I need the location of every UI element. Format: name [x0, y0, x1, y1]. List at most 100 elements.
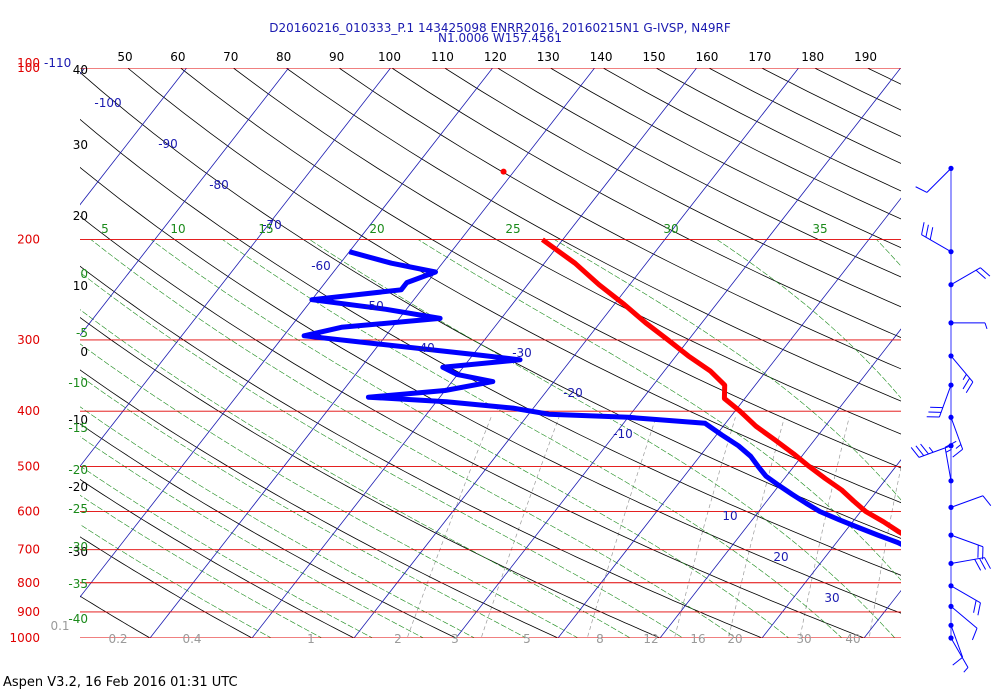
moist-adiabat-line [80, 343, 579, 638]
pressure-label: 300 [17, 333, 40, 347]
dry-adiabat-line [973, 68, 1000, 650]
dry-adiabat-line [338, 68, 901, 370]
moist-adiabat-label: -25 [68, 502, 88, 516]
left-temperature-label: -20 [68, 480, 88, 494]
wind-barb-shaft [950, 585, 981, 604]
isotherm-line [80, 68, 392, 467]
temperature-point [500, 168, 507, 175]
dry-adiabat-line [80, 215, 866, 638]
wind-barb-shaft [950, 534, 984, 548]
wind-barb [948, 320, 988, 330]
dewpoint-trace [301, 249, 901, 547]
wind-barb-feather [925, 224, 929, 238]
wind-barb [910, 443, 954, 458]
wind-barb-feather [965, 381, 974, 394]
isotherm-line [557, 197, 901, 638]
dry-adiabat-line [444, 68, 901, 308]
isotherm-label: -40 [415, 341, 435, 355]
top-axis-label: 170 [748, 50, 771, 64]
dry-adiabat-line [285, 68, 901, 402]
moist-adiabat-label: -30 [68, 540, 88, 554]
top-axis-label: 50 [117, 50, 132, 64]
moist-adiabat-line [80, 436, 425, 638]
isotherm-label: -30 [512, 346, 532, 360]
wind-barb-shaft [950, 417, 964, 450]
dry-adiabat-line [920, 68, 1000, 650]
wind-barb [948, 495, 992, 510]
dry-adiabat-line [80, 595, 151, 638]
moist-adiabat-label: 5 [101, 222, 109, 236]
dry-adiabat-line [391, 68, 901, 338]
wind-barb [915, 165, 954, 193]
dry-adiabat-line [497, 68, 901, 278]
isotherm-line [455, 68, 901, 638]
mixing-ratio-line [406, 417, 492, 638]
wind-barb [948, 603, 978, 641]
wind-barb [948, 414, 964, 458]
header-line-2: N1.0006 W157.4561 [438, 31, 562, 45]
pressure-label: 600 [17, 505, 40, 519]
wind-barb-shaft [921, 234, 952, 253]
mixing-ratio-line [799, 417, 850, 638]
wind-barb-shaft [950, 557, 985, 564]
top-axis-label: 80 [276, 50, 291, 64]
mixing-ratio-label: 40 [845, 632, 860, 646]
left-temperature-label: -10 [68, 413, 88, 427]
isotherm-line [659, 328, 901, 638]
wind-barb [926, 382, 954, 418]
wind-barb-feather [973, 600, 977, 613]
moist-adiabat-label: 15 [258, 222, 273, 236]
moist-adiabat-line [80, 494, 323, 638]
wind-barb-feather [962, 377, 971, 390]
mixing-ratio-line [976, 417, 1000, 650]
mixing-ratio-label: 2 [394, 632, 402, 646]
top-axis-label: 120 [484, 50, 507, 64]
moist-adiabat-line [222, 239, 843, 638]
dry-adiabat-line [180, 68, 901, 469]
moist-adiabat-line [876, 239, 901, 267]
dry-adiabat-line [814, 68, 901, 111]
wind-barb-dot [948, 560, 954, 567]
wind-barb [948, 557, 991, 571]
wind-barb-shaft [938, 384, 952, 418]
dry-adiabat-line [80, 71, 901, 539]
moist-adiabat-line [80, 465, 374, 638]
dry-adiabat-line [603, 68, 901, 220]
isotherm-line [80, 68, 494, 598]
moist-adiabat-line [716, 239, 901, 399]
wind-barb-shaft [950, 637, 969, 668]
wind-barb-shaft [950, 355, 974, 383]
moist-adiabat-label: 20 [369, 222, 384, 236]
wind-barb-feather [952, 656, 963, 666]
mixing-ratio-label: 12 [643, 632, 658, 646]
dry-adiabat-line [127, 68, 901, 504]
pressure-label: 400 [17, 404, 40, 418]
isotherm-line [80, 68, 290, 337]
isotherm-label: 20 [773, 550, 788, 564]
dry-adiabat-line [80, 316, 661, 638]
wind-barb-shaft [918, 445, 952, 458]
moist-adiabat-label: 25 [505, 222, 520, 236]
dry-adiabat-line [80, 369, 559, 638]
top-axis-label: 60 [170, 50, 185, 64]
moist-adiabat-line [150, 239, 790, 638]
wind-barb-feather [910, 447, 920, 458]
left-temperature-label: 10 [73, 279, 88, 293]
top-axis-label: 150 [643, 50, 666, 64]
mixing-ratio-label: 16 [690, 632, 705, 646]
isotherm-label: -70 [262, 218, 282, 232]
wind-barb-feather [915, 445, 925, 457]
mixing-ratio-label: 3 [451, 632, 459, 646]
pressure-label: 500 [17, 459, 40, 473]
pressure-label: 200 [17, 233, 40, 247]
wind-barb-feather [977, 602, 981, 616]
wind-barb-feather [982, 495, 992, 506]
wind-barb [948, 532, 984, 560]
wind-barb-feather [952, 448, 963, 458]
dry-adiabat-line [80, 536, 253, 638]
wind-barb [921, 222, 954, 255]
isotherm-line [149, 68, 596, 638]
dry-adiabat-line [761, 68, 901, 137]
pressure-label: 900 [17, 605, 40, 619]
top-axis-label: 110 [431, 50, 454, 64]
